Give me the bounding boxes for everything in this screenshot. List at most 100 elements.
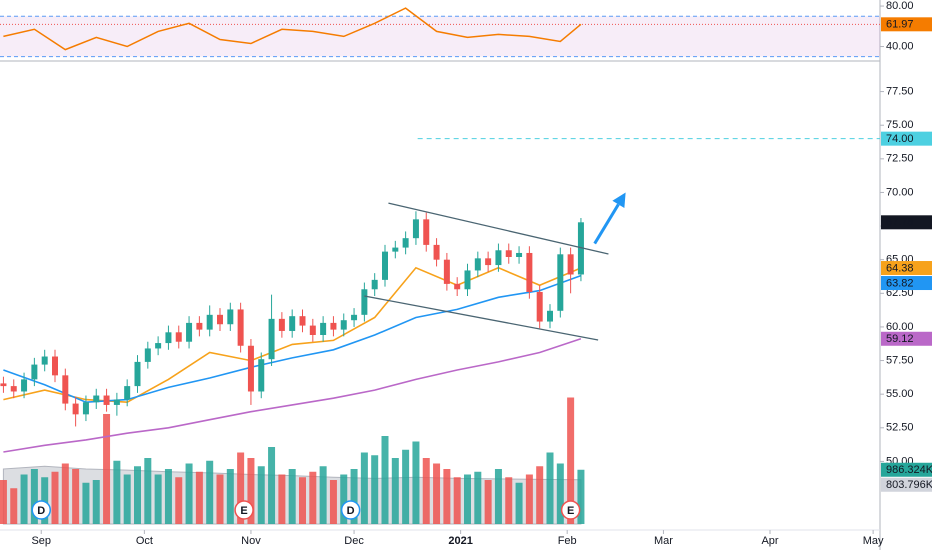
event-label: D: [37, 505, 45, 517]
volume-bar: [10, 488, 18, 524]
volume-bar: [474, 471, 482, 524]
price-tag: [881, 261, 932, 276]
candle-body: [227, 309, 234, 325]
candle-body: [186, 322, 193, 342]
volume-bar: [134, 466, 141, 524]
price-tag-label: 63.82: [886, 277, 914, 289]
volume-bar: [216, 474, 224, 524]
rsi-tick-label: 80.00: [886, 0, 914, 12]
candle-body: [474, 258, 481, 271]
price-tag: [881, 17, 932, 32]
candle-body: [21, 379, 28, 392]
y-tick-label: 57.50: [886, 354, 914, 366]
y-tick-label: 52.50: [886, 422, 914, 434]
candle-body: [320, 322, 327, 335]
candle-body: [196, 322, 203, 330]
volume-bar: [309, 471, 317, 524]
volume-bar: [381, 436, 389, 524]
volume-bar: [226, 469, 234, 524]
volume-bar: [195, 471, 203, 524]
event-marker: [560, 500, 581, 520]
trendline: [364, 295, 599, 341]
candle-body: [505, 250, 512, 257]
volume-bar: [51, 471, 59, 524]
event-marker: [340, 500, 361, 520]
price-tag: [881, 131, 932, 146]
volume-bar: [41, 477, 49, 524]
volume-bar: [61, 463, 69, 524]
candle-body: [10, 386, 17, 392]
candle-body: [113, 399, 120, 405]
candle-body: [31, 364, 38, 380]
volume-bar: [123, 474, 131, 524]
y-tick-label: 70.00: [886, 186, 914, 198]
price-tag-label: 61.97: [886, 19, 914, 31]
volume-bar: [30, 469, 38, 524]
candle-body: [299, 316, 306, 326]
event-label: E: [240, 505, 247, 517]
candle-body: [206, 314, 213, 330]
volume-bar: [340, 474, 348, 524]
volume-bar: [144, 458, 152, 524]
volume-bar: [350, 469, 358, 524]
price-tag: [881, 276, 932, 291]
candle-body: [547, 310, 553, 322]
x-tick-label: Mar: [654, 535, 673, 547]
volume-bar: [567, 397, 575, 524]
candle-body: [495, 250, 502, 266]
candle-body: [371, 279, 378, 290]
volume-bar: [412, 441, 420, 524]
candle-body: [309, 325, 316, 335]
y-tick-label: 77.50: [886, 85, 914, 97]
volume-bar: [206, 460, 214, 524]
price-tag-label: 74.00: [886, 133, 914, 145]
candle-body: [454, 283, 461, 290]
candle-body: [0, 383, 7, 387]
candle-body: [536, 291, 543, 322]
candle-body: [392, 247, 399, 252]
volume-bar: [525, 474, 533, 524]
candle-body: [134, 361, 141, 387]
trendline: [388, 202, 609, 255]
candle-body: [72, 403, 79, 415]
candle-body: [237, 309, 244, 346]
y-tick-label: 72.50: [886, 153, 914, 165]
moving-average: [3, 266, 582, 404]
x-tick-label: Oct: [136, 535, 153, 547]
x-tick-label: Feb: [558, 535, 577, 547]
candle-body: [289, 316, 296, 331]
candle-body: [361, 289, 368, 315]
volume-bar: [391, 458, 399, 524]
volume-bar: [443, 469, 451, 524]
candle-body: [62, 375, 69, 404]
x-tick-label: Sep: [31, 535, 51, 547]
moving-average: [3, 338, 582, 453]
volume-bar: [0, 480, 7, 524]
volume-bar: [154, 474, 162, 524]
volume-bar: [329, 480, 337, 524]
volume-bar: [175, 477, 183, 524]
volume-bar: [536, 466, 544, 524]
candle-body: [82, 402, 89, 415]
volume-bar: [257, 466, 265, 524]
y-tick-label: 62.50: [886, 287, 914, 299]
volume-bar: [113, 460, 121, 524]
candle-body: [278, 318, 285, 331]
volume-bar: [546, 452, 554, 524]
y-tick-label: 55.00: [886, 388, 914, 400]
candle-body: [443, 259, 450, 284]
x-tick-label: Apr: [761, 535, 778, 547]
volume-bar: [464, 474, 471, 524]
candle-body: [165, 332, 172, 344]
event-label: D: [347, 505, 355, 517]
price-tag: [881, 477, 932, 492]
candle-body: [93, 395, 100, 403]
candle-body: [103, 395, 110, 405]
moving-average: [3, 274, 582, 404]
volume-bar: [577, 469, 585, 524]
candle-body: [402, 238, 409, 248]
price-tag: [881, 215, 932, 230]
candle-body: [175, 332, 182, 342]
arrow-shaft: [593, 203, 620, 245]
